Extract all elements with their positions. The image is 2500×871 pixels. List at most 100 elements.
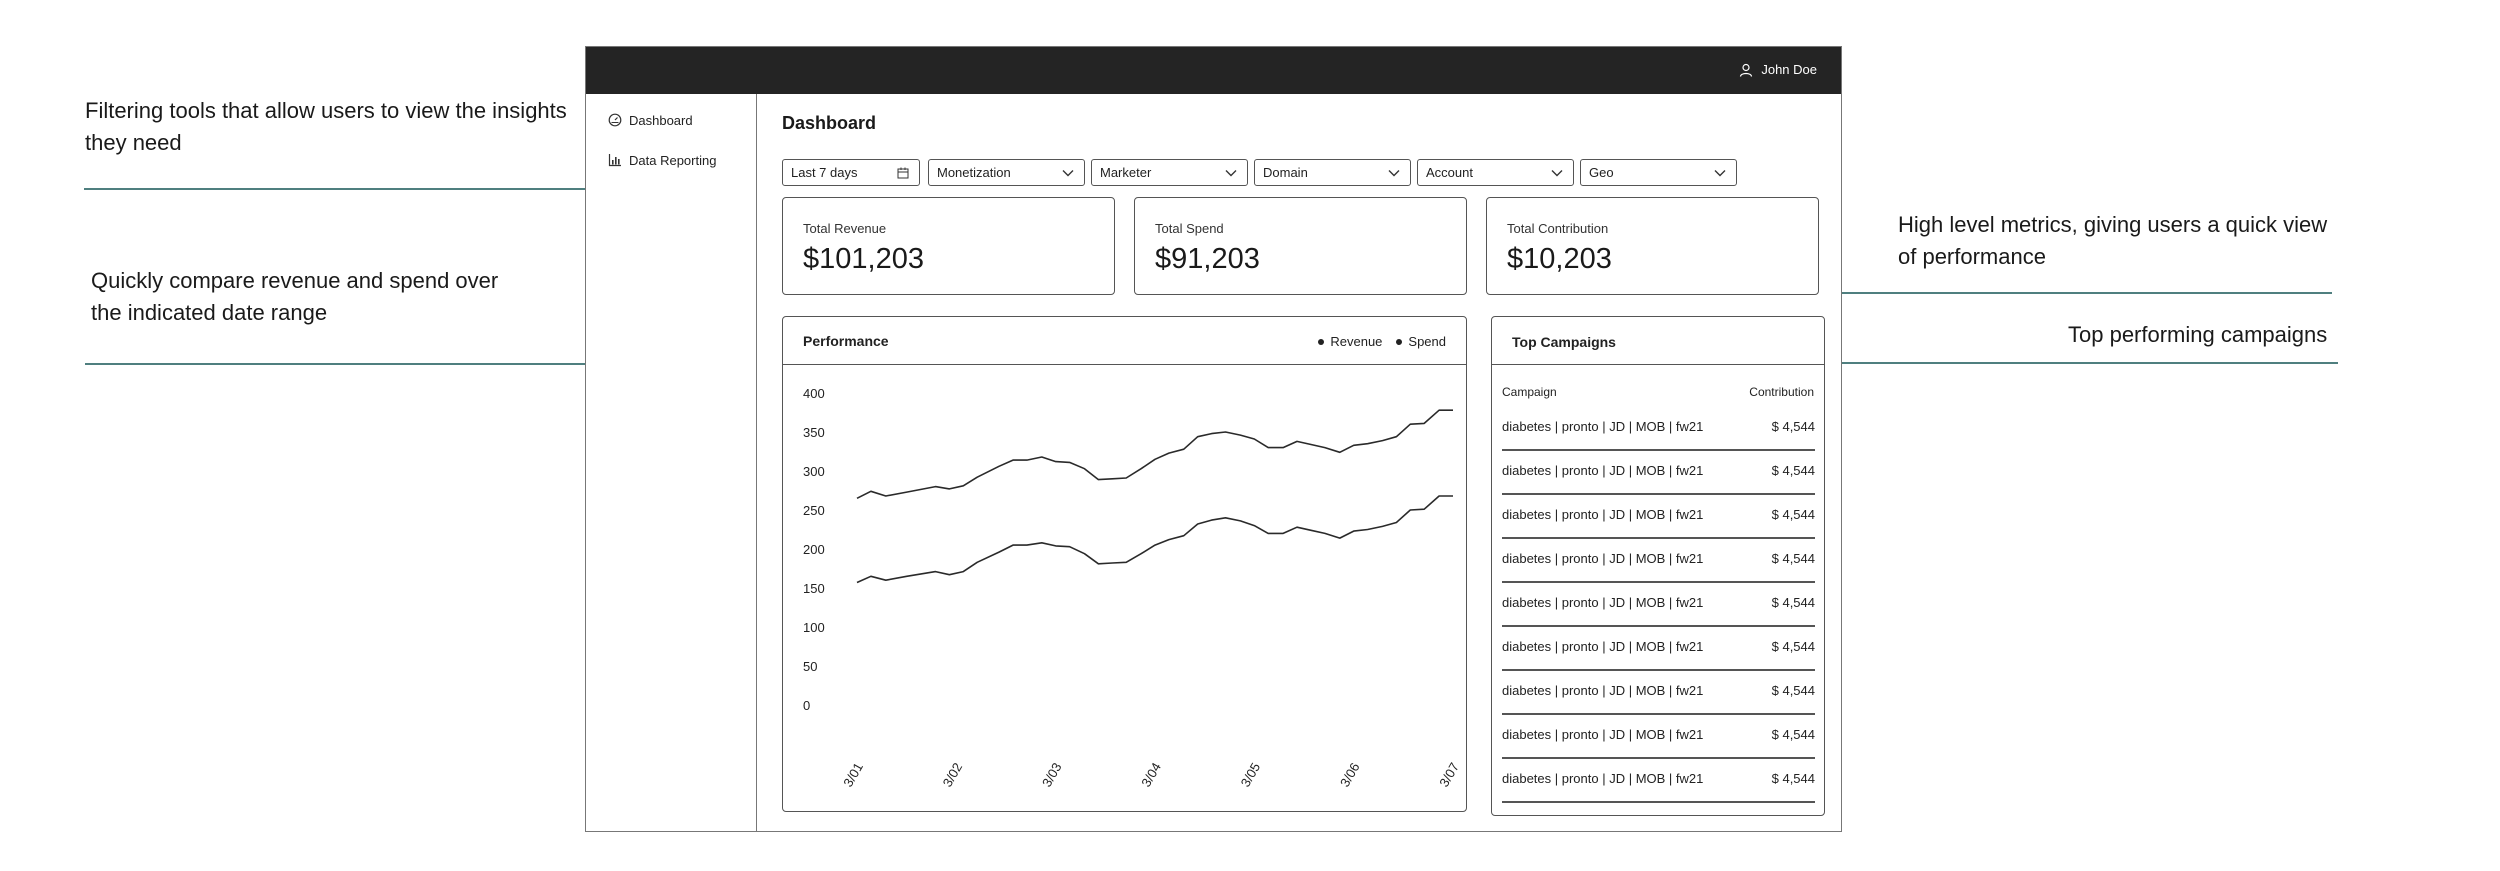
campaign-name: diabetes | pronto | JD | MOB | fw21 <box>1502 507 1704 522</box>
y-tick-label: 300 <box>803 464 825 479</box>
sidebar-item-dashboard[interactable]: Dashboard <box>586 110 756 130</box>
campaign-contribution: $ 4,544 <box>1771 507 1815 522</box>
user-name: John Doe <box>1761 62 1817 77</box>
x-tick-label: 3/07 <box>1436 760 1462 789</box>
campaign-contribution: $ 4,544 <box>1771 727 1815 742</box>
chart-legend: Revenue Spend <box>1318 334 1446 349</box>
performance-panel: Performance Revenue Spend 400 350 300 250 20… <box>782 316 1467 812</box>
metric-label: Total Revenue <box>803 221 887 236</box>
campaign-name: diabetes | pronto | JD | MOB | fw21 <box>1502 771 1704 786</box>
y-tick-label: 150 <box>803 581 825 596</box>
page-title: Dashboard <box>782 113 877 133</box>
annotation-line-filters <box>84 188 1006 190</box>
y-tick-label: 200 <box>803 542 825 557</box>
top-campaigns-header: Top Campaigns <box>1492 317 1824 365</box>
performance-header: Performance Revenue Spend <box>783 317 1466 365</box>
y-tick-label: 350 <box>803 425 825 440</box>
user-icon <box>1740 63 1753 77</box>
table-row[interactable]: diabetes | pronto | JD | MOB | fw21 $ 4,5… <box>1502 495 1815 539</box>
sidebar: Dashboard Data Reporting <box>586 94 757 831</box>
metric-label: Total Contribution <box>1507 221 1609 236</box>
metric-label: Total Spend <box>1155 221 1224 236</box>
chevron-down-icon <box>1225 169 1237 176</box>
table-row[interactable]: diabetes | pronto | JD | MOB | fw21 $ 4,5… <box>1502 583 1815 627</box>
campaign-contribution: $ 4,544 <box>1771 639 1815 654</box>
series-line-revenue <box>856 409 1453 500</box>
annotation-metrics: High level metrics, giving users a quick… <box>1898 212 2328 269</box>
annotation-compare: Quickly compare revenue and spend over t… <box>91 268 499 325</box>
domain-filter[interactable]: Domain <box>1254 159 1411 186</box>
calendar-icon <box>897 167 909 178</box>
chevron-down-icon <box>1551 169 1563 176</box>
annotation-line-compare <box>85 363 827 365</box>
sidebar-item-label: Dashboard <box>629 112 693 128</box>
annotation-line-metrics <box>1662 292 2332 294</box>
annotation-top-campaigns: Top performing campaigns <box>2068 322 2328 347</box>
x-tick-label: 3/05 <box>1238 760 1264 789</box>
column-header-contribution: Contribution <box>1749 385 1814 399</box>
column-header-campaign: Campaign <box>1502 385 1557 399</box>
dashboard-app: John Doe Dashboard Data Reporting Dashbo… <box>585 46 1842 832</box>
account-filter[interactable]: Account <box>1417 159 1574 186</box>
user-menu[interactable]: John Doe <box>1739 62 1817 77</box>
x-tick-label: 3/01 <box>840 760 866 789</box>
table-row[interactable]: diabetes | pronto | JD | MOB | fw21 $ 4,5… <box>1502 671 1815 715</box>
monetization-filter[interactable]: Monetization <box>928 159 1085 186</box>
campaign-name: diabetes | pronto | JD | MOB | fw21 <box>1502 595 1704 610</box>
campaign-name: diabetes | pronto | JD | MOB | fw21 <box>1502 419 1704 434</box>
table-row[interactable]: diabetes | pronto | JD | MOB | fw21 $ 4,5… <box>1502 451 1815 495</box>
chevron-down-icon <box>1714 169 1726 176</box>
campaign-name: diabetes | pronto | JD | MOB | fw21 <box>1502 639 1704 654</box>
metric-card-revenue: Total Revenue $101,203 <box>782 197 1115 295</box>
y-tick-label: 100 <box>803 620 825 635</box>
campaign-name: diabetes | pronto | JD | MOB | fw21 <box>1502 683 1704 698</box>
legend-item-spend: Spend <box>1396 334 1446 349</box>
table-row[interactable]: diabetes | pronto | JD | MOB | fw21 $ 4,5… <box>1502 539 1815 583</box>
series-line-spend <box>856 495 1453 584</box>
campaign-contribution: $ 4,544 <box>1771 463 1815 478</box>
campaign-name: diabetes | pronto | JD | MOB | fw21 <box>1502 463 1704 478</box>
x-tick-label: 3/04 <box>1138 760 1164 789</box>
table-row[interactable]: diabetes | pronto | JD | MOB | fw21 $ 4,5… <box>1502 407 1815 451</box>
geo-filter[interactable]: Geo <box>1580 159 1737 186</box>
table-row[interactable]: diabetes | pronto | JD | MOB | fw21 $ 4,5… <box>1502 759 1815 803</box>
campaign-contribution: $ 4,544 <box>1771 683 1815 698</box>
top-campaigns-panel: Top Campaigns Campaign Contribution diab… <box>1491 316 1825 816</box>
y-tick-label: 400 <box>803 386 825 401</box>
bar-chart-icon <box>608 154 621 167</box>
chevron-down-icon <box>1388 169 1400 176</box>
metric-card-spend: Total Spend $91,203 <box>1134 197 1467 295</box>
campaign-contribution: $ 4,544 <box>1771 419 1815 434</box>
date-range-filter[interactable]: Last 7 days <box>782 159 920 186</box>
annotation-filters: Filtering tools that allow users to view… <box>85 98 567 155</box>
y-tick-label: 0 <box>803 698 810 713</box>
legend-item-revenue: Revenue <box>1318 334 1382 349</box>
top-campaigns-title: Top Campaigns <box>1512 334 1616 350</box>
y-tick-label: 250 <box>803 503 825 518</box>
performance-chart: 400 350 300 250 200 150 100 50 0 3/01 3/02 3/03 3/04… <box>803 386 1462 789</box>
metric-value: $91,203 <box>1155 243 1260 275</box>
legend-dot <box>1318 338 1325 345</box>
legend-dot <box>1396 338 1403 345</box>
table-row[interactable]: diabetes | pronto | JD | MOB | fw21 $ 4,5… <box>1502 627 1815 671</box>
sidebar-item-data-reporting[interactable]: Data Reporting <box>586 150 756 170</box>
gauge-icon <box>608 113 622 127</box>
x-tick-label: 3/02 <box>940 760 966 789</box>
sidebar-item-label: Data Reporting <box>629 152 717 168</box>
marketer-filter[interactable]: Marketer <box>1091 159 1248 186</box>
metric-value: $10,203 <box>1507 243 1612 275</box>
campaign-contribution: $ 4,544 <box>1771 595 1815 610</box>
y-tick-label: 50 <box>803 659 817 674</box>
chart-title: Performance <box>803 333 889 349</box>
table-row[interactable]: diabetes | pronto | JD | MOB | fw21 $ 4,5… <box>1502 715 1815 759</box>
annotation-line-top-campaigns <box>1770 362 2338 364</box>
metric-card-contribution: Total Contribution $10,203 <box>1486 197 1819 295</box>
x-tick-label: 3/06 <box>1337 760 1363 789</box>
campaign-contribution: $ 4,544 <box>1771 771 1815 786</box>
metric-value: $101,203 <box>803 243 924 275</box>
chevron-down-icon <box>1062 169 1074 176</box>
top-bar: John Doe <box>586 47 1841 94</box>
campaign-name: diabetes | pronto | JD | MOB | fw21 <box>1502 727 1704 742</box>
campaign-contribution: $ 4,544 <box>1771 551 1815 566</box>
campaign-name: diabetes | pronto | JD | MOB | fw21 <box>1502 551 1704 566</box>
